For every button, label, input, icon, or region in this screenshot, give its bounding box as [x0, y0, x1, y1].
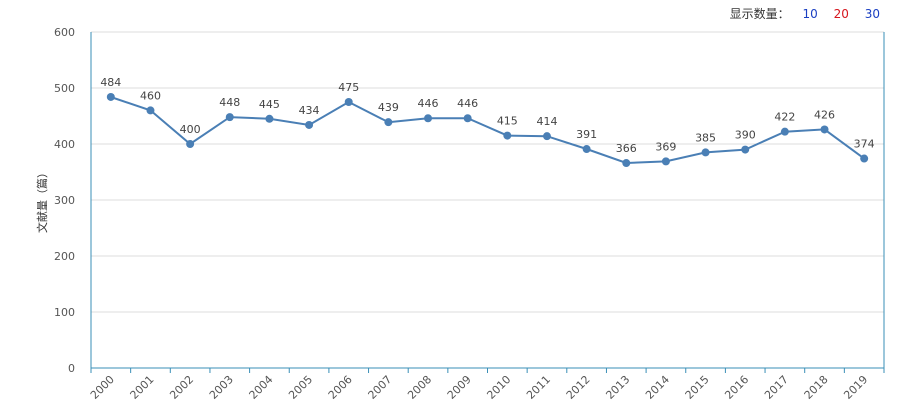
x-tick-label: 2012	[564, 373, 593, 402]
x-tick-label: 2015	[683, 373, 712, 402]
data-label: 445	[259, 98, 280, 111]
x-tick-label: 2004	[247, 373, 276, 402]
x-tick-labels: 2000 2001 2002 2003 2004 2005 2006 2007 2008 2009…	[88, 373, 870, 402]
x-tick-label: 2003	[207, 373, 236, 402]
x-tick-label: 2000	[88, 373, 117, 402]
series-line-group	[110, 96, 865, 165]
data-point[interactable]	[225, 113, 234, 122]
data-point[interactable]	[344, 98, 353, 106]
data-point[interactable]	[424, 114, 433, 123]
data-point[interactable]	[265, 114, 274, 123]
series-line	[110, 96, 865, 165]
y-tick-label: 600	[54, 26, 75, 39]
data-label: 391	[576, 128, 597, 141]
data-label: 446	[457, 97, 478, 110]
x-tick-label: 2005	[286, 373, 315, 402]
x-tick-label: 2019	[841, 373, 870, 402]
data-label: 415	[497, 115, 518, 128]
grid-lines	[91, 31, 884, 313]
x-tick-label: 2007	[366, 373, 395, 402]
x-tick-label: 2016	[722, 373, 751, 402]
data-label: 460	[140, 89, 161, 102]
data-label: 484	[100, 76, 121, 89]
x-tick-label: 2010	[484, 373, 513, 402]
data-label: 385	[695, 131, 716, 144]
data-label: 475	[338, 81, 359, 94]
display-count-label: 显示数量：	[729, 7, 790, 21]
y-tick-label: 400	[54, 138, 75, 151]
data-label: 446	[418, 97, 439, 110]
count-option-20[interactable]: 20	[833, 7, 849, 21]
data-label: 400	[180, 123, 201, 136]
data-label: 422	[774, 111, 795, 124]
data-label: 390	[735, 129, 756, 142]
count-option-10[interactable]: 10	[802, 7, 818, 21]
data-label: 414	[536, 115, 557, 128]
y-tick-label: 0	[68, 362, 75, 375]
x-tick-label: 2006	[326, 373, 355, 402]
data-point[interactable]	[503, 131, 512, 140]
axes	[90, 32, 885, 373]
y-tick-label: 200	[54, 250, 75, 263]
data-point[interactable]	[186, 140, 195, 148]
data-point[interactable]	[741, 145, 750, 154]
data-point[interactable]	[106, 92, 115, 101]
y-tick-label: 100	[54, 306, 75, 319]
x-tick-label: 2002	[167, 373, 196, 402]
x-tick-label: 2009	[445, 373, 474, 402]
data-point[interactable]	[820, 125, 829, 134]
data-point[interactable]	[661, 157, 670, 166]
data-points	[106, 92, 869, 168]
display-count-control: 显示数量： 10 20 30	[724, 5, 883, 22]
x-tick-label: 2018	[802, 373, 831, 402]
data-label: 426	[814, 108, 835, 121]
y-tick-label: 500	[54, 82, 75, 95]
count-option-30[interactable]: 30	[864, 7, 880, 21]
x-tick-label: 2011	[524, 373, 553, 402]
x-tick-label: 2001	[128, 373, 157, 402]
data-labels: 484 460 400 448 445 434 475 439 446 446 415 414 391 3…	[100, 76, 874, 155]
data-point[interactable]	[780, 127, 789, 136]
data-point[interactable]	[463, 114, 472, 123]
y-tick-label: 300	[54, 194, 75, 207]
data-point[interactable]	[542, 132, 551, 141]
data-label: 369	[655, 140, 676, 153]
data-label: 434	[299, 104, 320, 117]
data-point[interactable]	[305, 120, 314, 129]
data-label: 366	[616, 142, 637, 155]
x-tick-label: 2017	[762, 373, 791, 402]
x-tick-label: 2008	[405, 373, 434, 402]
y-axis-label: 文献量（篇）	[35, 167, 49, 233]
data-label: 439	[378, 101, 399, 114]
data-point[interactable]	[701, 148, 710, 157]
y-tick-labels: 0 100 200 300 400 500 600	[54, 26, 75, 375]
data-point[interactable]	[860, 154, 869, 163]
x-tick-label: 2013	[603, 373, 632, 402]
data-label: 448	[219, 96, 240, 109]
data-point[interactable]	[622, 159, 631, 168]
data-point[interactable]	[384, 118, 393, 127]
data-label: 374	[854, 138, 875, 151]
data-point[interactable]	[146, 106, 155, 115]
x-tick-label: 2014	[643, 373, 672, 402]
data-point[interactable]	[582, 145, 591, 154]
